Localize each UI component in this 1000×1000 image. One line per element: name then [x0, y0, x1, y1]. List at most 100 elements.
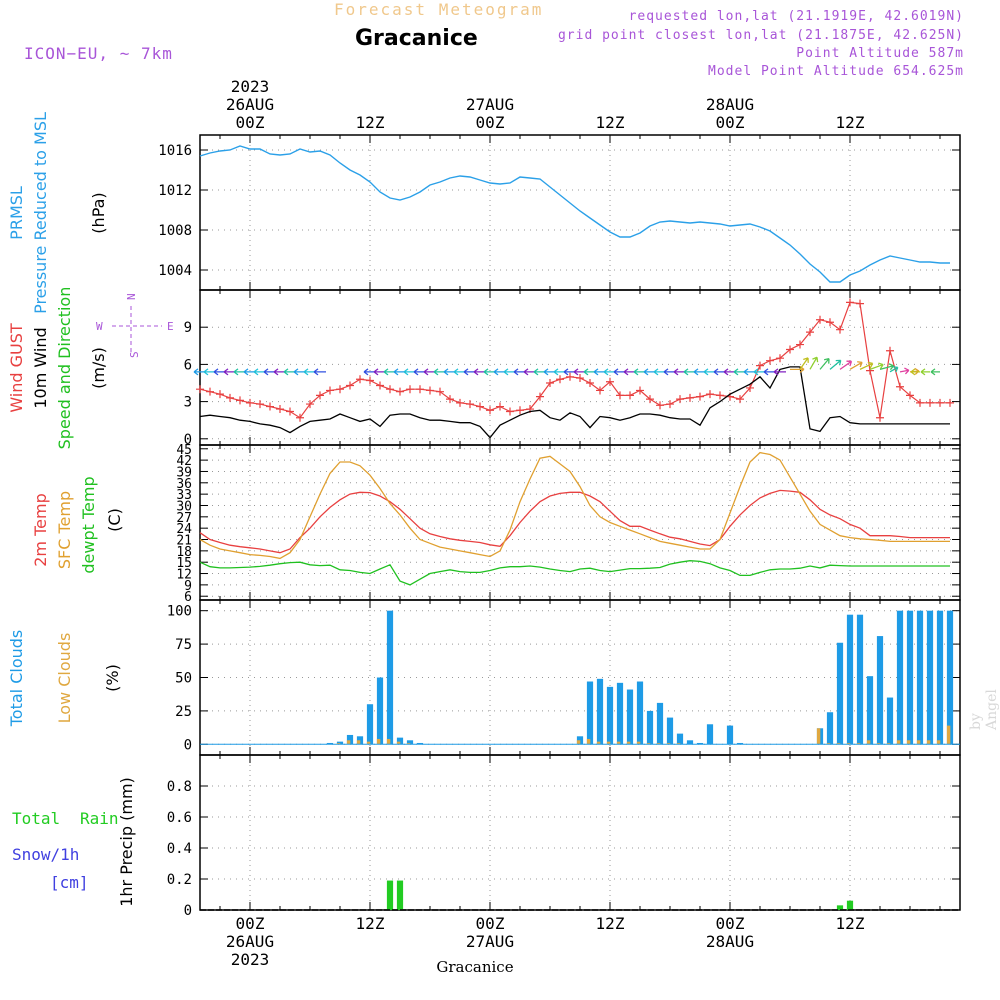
x-axis-label-top: 26AUG — [226, 95, 274, 114]
model-label: ICON−EU, ~ 7km — [24, 44, 173, 63]
gust-marker — [336, 385, 344, 394]
gust-marker — [656, 401, 664, 410]
bar-low-clouds — [816, 728, 821, 745]
wind-arrow-shape — [920, 368, 930, 376]
bar-low-clouds — [846, 742, 851, 745]
y-tick-label: 12 — [176, 568, 192, 583]
gust-marker — [626, 391, 634, 400]
y-tick-label: 9 — [184, 320, 192, 336]
gust-marker — [606, 377, 614, 386]
bar-low-clouds — [946, 725, 951, 745]
wind-arrow — [829, 359, 842, 370]
bar-total-clouds — [946, 610, 954, 745]
x-axis-label-bottom: 00Z — [476, 914, 505, 933]
bar-total-clouds — [916, 610, 924, 745]
x-axis-label-top: 27AUG — [466, 95, 514, 114]
y-tick-label: 6 — [184, 590, 192, 605]
wind-arrow-shape — [910, 368, 920, 376]
gust-marker — [736, 395, 744, 404]
bar-total-clouds — [326, 742, 334, 745]
series-wind-gust — [199, 301, 950, 419]
x-axis-label-bottom: 28AUG — [706, 932, 754, 951]
bar-total-clouds — [416, 742, 424, 745]
gust-marker — [946, 398, 954, 407]
label-total-clouds: Total Clouds — [7, 630, 26, 728]
bar-total-clouds — [676, 733, 684, 745]
y-tick-label: 1016 — [158, 143, 192, 159]
gust-marker — [586, 379, 594, 387]
label-speed-direction: Speed and Direction — [55, 287, 74, 450]
bar-low-clouds — [836, 742, 841, 745]
wind-arrow-shape — [930, 368, 940, 376]
y-tick-label: 0.6 — [167, 810, 192, 826]
gust-marker — [816, 315, 824, 324]
wind-arrow — [773, 368, 786, 376]
y-tick-label: 33 — [176, 488, 192, 503]
gust-marker — [266, 402, 274, 411]
bar-low-clouds — [656, 742, 661, 745]
gust-marker — [716, 391, 724, 400]
gust-marker — [906, 391, 914, 400]
label-clouds-unit: (%) — [103, 664, 122, 692]
gust-marker — [446, 395, 454, 404]
bar-total-clouds — [396, 737, 404, 745]
compass-e: E — [167, 320, 174, 333]
bar-total-clouds — [706, 724, 714, 745]
x-axis-label-bottom: 26AUG — [226, 932, 274, 951]
bar-low-clouds — [916, 740, 921, 745]
bar-low-clouds — [626, 741, 631, 745]
bar-low-clouds — [856, 742, 861, 745]
compass-w: W — [96, 320, 103, 333]
gust-marker — [936, 398, 944, 407]
gust-marker — [676, 395, 684, 404]
model-altitude: Model Point Altitude 654.625m — [708, 64, 964, 79]
x-axis-label-bottom: 27AUG — [466, 932, 514, 951]
subtitle: Forecast Meteogram — [334, 0, 544, 19]
gust-marker — [896, 382, 904, 391]
gust-marker — [806, 328, 814, 337]
gust-marker — [786, 345, 794, 354]
requested-coords: requested lon,lat (21.1919E, 42.6019N) — [628, 9, 964, 24]
y-tick-label: 50 — [175, 671, 192, 687]
gust-marker — [456, 398, 464, 407]
bar-total-clouds — [936, 610, 944, 745]
gust-marker — [696, 392, 704, 401]
wind-arrow — [819, 358, 830, 370]
panel-precipitation: 0 0.2 0.4 0.6 0.8 — [167, 754, 961, 919]
y-tick-label: 100 — [167, 604, 192, 620]
label-temp-unit: (C) — [105, 508, 124, 532]
gust-marker — [356, 375, 364, 384]
y-tick-label: 0 — [184, 737, 192, 753]
label-precip-unit: 1hr Precip (mm) — [117, 777, 136, 907]
bar-total-clouds — [736, 742, 744, 745]
bar-total-clouds — [616, 682, 624, 745]
x-axis-label-top: 12Z — [836, 113, 865, 132]
bar-low-clouds — [676, 742, 681, 745]
label-wind-gust: Wind GUST — [7, 323, 26, 413]
y-tick-label: 15 — [176, 556, 192, 571]
x-axis-label-bottom: 2023 — [231, 950, 270, 969]
gust-marker — [296, 413, 304, 422]
label-rain: Rain — [80, 809, 119, 828]
bar-low-clouds — [876, 742, 881, 745]
y-tick-label: 42 — [176, 454, 192, 469]
y-tick-label: 25 — [175, 704, 192, 720]
bar-low-clouds — [636, 741, 641, 745]
bar-total-clouds — [656, 702, 664, 745]
wind-arrow — [899, 367, 910, 375]
gust-marker — [666, 400, 674, 409]
gust-marker — [326, 386, 334, 395]
y-tick-label: 9 — [184, 579, 192, 594]
gust-marker — [916, 398, 924, 407]
bar-low-clouds — [896, 740, 901, 745]
bar-total-clouds — [346, 734, 354, 745]
bar-total-clouds — [876, 636, 884, 745]
x-axis-label-bottom: 12Z — [836, 914, 865, 933]
bar-total-clouds — [606, 686, 614, 745]
label-wind-unit: (m/s) — [89, 347, 108, 389]
y-tick-label: 39 — [176, 465, 192, 480]
bar-low-clouds — [906, 740, 911, 745]
y-tick-label: 0.2 — [167, 872, 192, 888]
wind-arrow-shape — [849, 361, 863, 370]
bar-low-clouds — [376, 738, 381, 745]
